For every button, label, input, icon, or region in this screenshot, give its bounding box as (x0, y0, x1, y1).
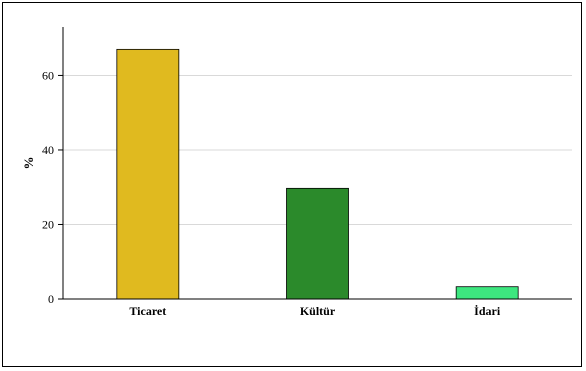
bar-3 (455, 286, 519, 300)
y-tick-label: 40 (42, 143, 54, 157)
y-tick-label: 0 (48, 292, 54, 306)
x-category-label: İdari (474, 304, 501, 318)
bar-1 (116, 48, 180, 300)
chart-frame (2, 2, 582, 367)
bars (116, 48, 519, 300)
axes: 0 20 40 60 Ticaret Kültür İdari (42, 27, 572, 318)
y-tick-label: 20 (42, 217, 54, 231)
y-axis-title: % (21, 157, 36, 170)
y-tick-label: 60 (42, 68, 54, 82)
x-category-label: Ticaret (129, 304, 166, 318)
bar-2 (286, 187, 349, 300)
x-category-label: Kültür (300, 304, 336, 318)
